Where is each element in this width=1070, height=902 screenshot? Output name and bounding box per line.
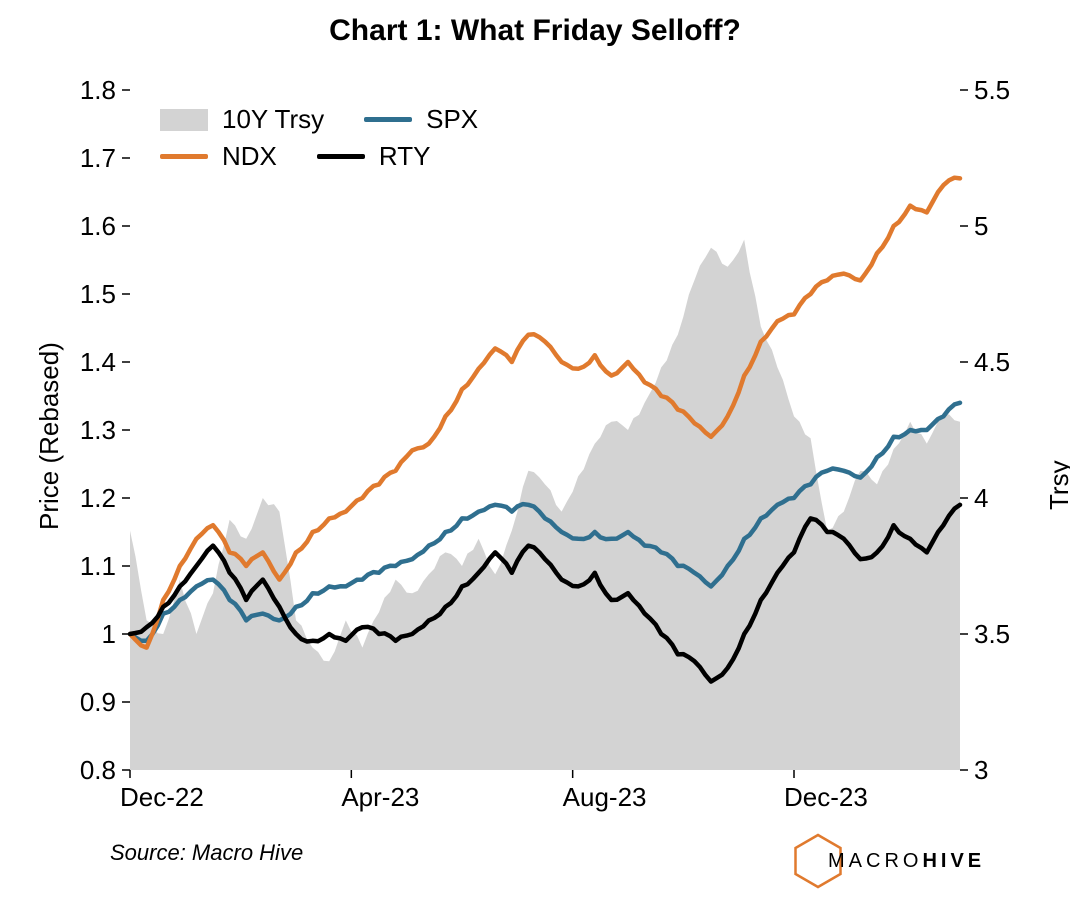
legend-label: RTY xyxy=(379,141,431,172)
y-left-tick-label: 1.3 xyxy=(80,415,116,446)
source-text: Source: Macro Hive xyxy=(110,840,303,866)
legend-label: NDX xyxy=(222,141,277,172)
y-axis-left-label: Price (Rebased) xyxy=(34,342,65,530)
x-tick-label: Dec-23 xyxy=(784,782,868,813)
legend-item: RTY xyxy=(317,141,431,172)
y-left-tick-label: 1.8 xyxy=(80,75,116,106)
legend-swatch-icon xyxy=(160,109,208,131)
legend-line-icon xyxy=(317,154,365,159)
y-right-tick-label: 3 xyxy=(974,755,988,786)
x-tick-label: Aug-23 xyxy=(563,782,647,813)
y-right-tick-label: 5 xyxy=(974,211,988,242)
brand-text: MACROHIVE xyxy=(828,850,985,873)
legend-item: 10Y Trsy xyxy=(160,104,324,135)
legend-item: NDX xyxy=(160,141,277,172)
y-left-tick-label: 0.8 xyxy=(80,755,116,786)
legend: 10Y Trsy SPX NDX RTY xyxy=(160,104,620,178)
y-left-tick-label: 1.5 xyxy=(80,279,116,310)
y-right-tick-label: 4 xyxy=(974,483,988,514)
legend-item: SPX xyxy=(364,104,478,135)
y-left-tick-label: 1.2 xyxy=(80,483,116,514)
chart-container: Chart 1: What Friday Selloff? 0.80.911.1… xyxy=(0,0,1070,902)
legend-line-icon xyxy=(160,154,208,159)
y-left-tick-label: 0.9 xyxy=(80,687,116,718)
y-left-tick-label: 1.7 xyxy=(80,143,116,174)
legend-line-icon xyxy=(364,117,412,122)
legend-label: 10Y Trsy xyxy=(222,104,324,135)
y-left-tick-label: 1 xyxy=(102,619,116,650)
brand-logo: MACROHIVE xyxy=(790,830,985,892)
y-left-tick-label: 1.6 xyxy=(80,211,116,242)
y-right-tick-label: 3.5 xyxy=(974,619,1010,650)
y-left-tick-label: 1.4 xyxy=(80,347,116,378)
y-right-tick-label: 5.5 xyxy=(974,75,1010,106)
y-left-tick-label: 1.1 xyxy=(80,551,116,582)
y-axis-right-label: Trsy Yld (%) xyxy=(1044,460,1070,510)
x-tick-label: Dec-22 xyxy=(120,782,204,813)
y-right-tick-label: 4.5 xyxy=(974,347,1010,378)
series-10y-trsy-area xyxy=(130,240,960,770)
legend-label: SPX xyxy=(426,104,478,135)
x-tick-label: Apr-23 xyxy=(341,782,419,813)
